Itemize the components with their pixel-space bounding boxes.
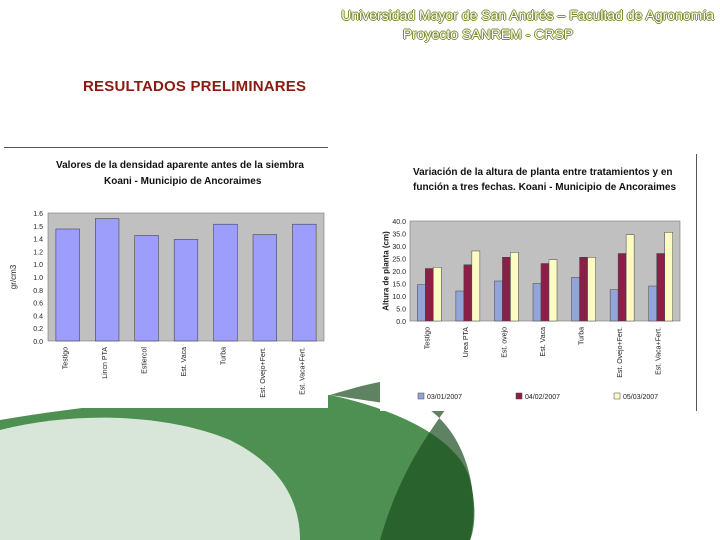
- chart2-y-tick-label: 0.0: [396, 319, 406, 326]
- chart2-y-tick-label: 15.0: [392, 282, 406, 289]
- section-title: RESULTADOS PRELIMINARES: [83, 78, 307, 95]
- chart1-y-tick-label: 1.0: [33, 275, 43, 282]
- background-wave-dark: [330, 378, 474, 540]
- chart1-x-tick-label: Testigo: [63, 347, 70, 369]
- chart1-x-tick-label: Estiercol: [142, 347, 149, 374]
- chart-panel-density: Valores de la densidad aparente antes de…: [4, 147, 328, 408]
- chart2-bar: [417, 284, 426, 322]
- chart2-bar: [656, 253, 665, 322]
- chart2-bar: [648, 285, 657, 322]
- chart1-bar: [55, 228, 80, 342]
- chart2-bar: [609, 289, 619, 322]
- chart2-x-tick-label: Testigo: [424, 327, 431, 349]
- chart2-bar: [510, 252, 519, 322]
- chart2-y-axis-label: Altura de planta (cm): [382, 231, 391, 311]
- chart1-bar: [252, 234, 277, 342]
- chart2-y-tick-label: 35.0: [392, 232, 406, 239]
- chart1-x-tick-label: Est. Ovejo+Fert.: [260, 347, 267, 398]
- chart1-y-tick-label: 1.5: [33, 224, 43, 231]
- chart-panel-height: Variación de la altura de planta entre t…: [380, 154, 697, 411]
- chart2-legend-label: 05/03/2007: [623, 394, 658, 401]
- chart2-legend-swatch: [613, 392, 621, 400]
- chart2-x-tick-label: Est. Vaca: [540, 327, 547, 357]
- chart2-title: Variación de la altura de planta entre t…: [413, 167, 673, 178]
- chart2-bar: [540, 263, 550, 322]
- chart2-subtitle: función a tres fechas. Koani - Municipio…: [413, 182, 677, 193]
- chart2-legend-swatch: [515, 392, 523, 400]
- chart1-x-tick-label: Est. Vaca+Fert.: [299, 347, 306, 395]
- chart1-y-axis-label: gr/cm3: [9, 264, 18, 289]
- chart2-bar: [625, 234, 635, 322]
- chart1-x-tick-label: Est. Vaca: [181, 347, 188, 377]
- header-line-1: Universidad Mayor de San Andrés – Facult…: [341, 7, 714, 23]
- header-line-2: Proyecto SANREM - CRSP: [402, 26, 574, 42]
- chart1-bar: [292, 223, 317, 342]
- chart2-legend-label: 04/02/2007: [525, 394, 560, 401]
- chart2-x-tick-label: Est. Ovejo+Fert.: [617, 327, 624, 378]
- chart2-x-tick-label: Est. Vaca+Fert.: [656, 327, 663, 375]
- chart1-y-tick-label: 0.2: [33, 326, 43, 333]
- chart1-y-tick-label: 0.0: [33, 339, 43, 346]
- chart2-bar: [664, 232, 673, 322]
- chart2-bar: [548, 259, 558, 322]
- chart2-y-tick-label: 25.0: [392, 257, 406, 264]
- chart1-x-tick-label: Lincn PTA: [102, 347, 109, 379]
- chart1-x-tick-label: Turba: [220, 347, 227, 365]
- chart2-bar: [617, 253, 627, 322]
- chart2-y-tick-label: 10.0: [392, 294, 406, 301]
- chart2-x-tick-label: Urea PTA: [463, 327, 470, 358]
- chart2-x-tick-label: Turba: [579, 327, 586, 345]
- chart1-y-tick-label: 0.6: [33, 301, 43, 308]
- chart1-y-tick-label: 1.4: [33, 237, 43, 244]
- chart2-bar: [455, 290, 465, 322]
- chart1-bar: [95, 218, 120, 342]
- chart2-y-tick-label: 40.0: [392, 219, 406, 226]
- chart2-bar: [502, 257, 511, 322]
- chart2-legend-swatch: [417, 392, 425, 400]
- chart2-bar: [433, 267, 442, 322]
- height-bar-chart: 40.0 35.0 30.0 25.0 20.0 15.0 10.0 5.0 0.0 Altura…: [382, 219, 681, 401]
- density-bar-chart: 1.6 1.5 1.4 1.2 1.0 1.0 0.8 0.6 0.4 0.2 0.0 gr/cm3 T…: [9, 211, 325, 398]
- chart1-y-tick-label: 0.8: [33, 288, 43, 295]
- chart2-bar: [463, 264, 473, 322]
- chart2-bar: [471, 250, 481, 322]
- chart2-bar: [571, 277, 580, 322]
- chart1-y-tick-label: 1.0: [33, 262, 43, 269]
- chart1-bar: [134, 235, 159, 342]
- chart2-y-tick-label: 20.0: [392, 269, 406, 276]
- chart2-bar: [494, 280, 503, 322]
- chart2-y-tick-label: 30.0: [392, 244, 406, 251]
- chart1-title: Valores de la densidad aparente antes de…: [56, 160, 304, 171]
- background-hand: [0, 417, 300, 540]
- chart2-bar: [587, 257, 596, 322]
- chart2-bar: [425, 268, 434, 322]
- chart2-x-tick-label: Est. ovejo: [501, 327, 508, 358]
- chart2-bar: [532, 283, 542, 322]
- chart1-y-tick-label: 0.4: [33, 313, 43, 320]
- chart2-y-tick-label: 5.0: [396, 307, 406, 314]
- chart2-legend-label: 03/01/2007: [427, 394, 462, 401]
- chart1-bar: [173, 239, 199, 342]
- chart2-bar: [579, 257, 588, 322]
- chart1-y-tick-label: 1.6: [33, 211, 43, 218]
- chart1-bar: [213, 223, 238, 342]
- chart1-y-tick-label: 1.2: [33, 249, 43, 256]
- chart1-subtitle: Koani - Municipio de Ancoraimes: [104, 176, 262, 187]
